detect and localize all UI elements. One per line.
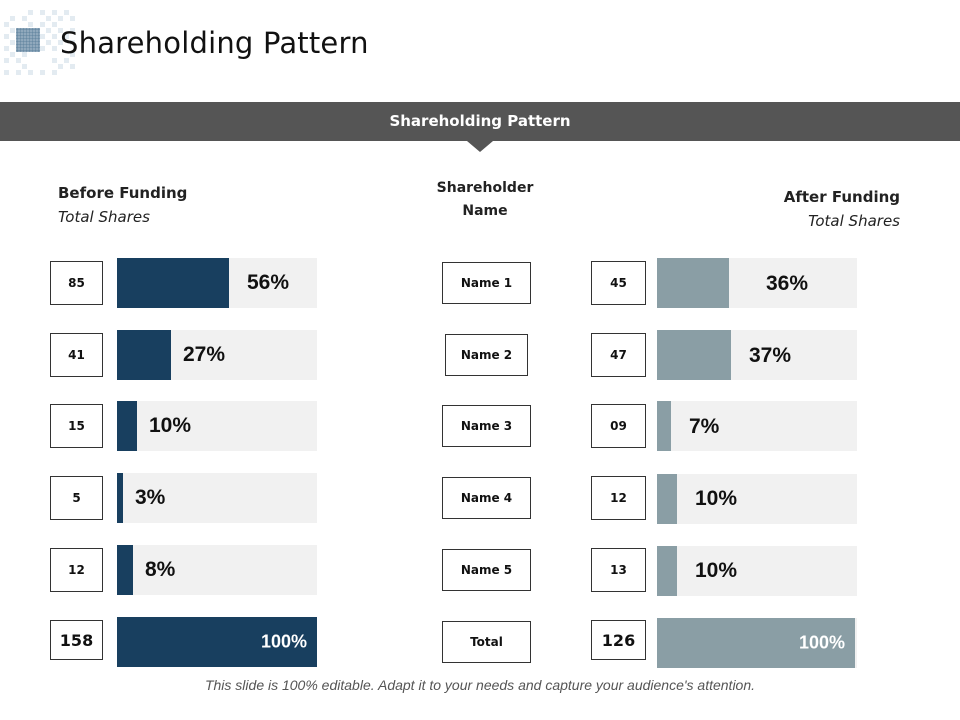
decorative-dot: [40, 46, 45, 51]
decorative-dot: [4, 58, 9, 63]
before-percent-label: 56%: [247, 271, 289, 295]
after-bar: [657, 258, 729, 308]
before-shares-box: 15: [50, 404, 103, 448]
after-percent-label: 7%: [689, 415, 719, 439]
before-percent-label: 8%: [145, 558, 175, 582]
footer-note: This slide is 100% editable. Adapt it to…: [0, 677, 960, 693]
shareholder-name-heading: Shareholder Name: [418, 177, 552, 223]
before-percent-label: 27%: [183, 343, 225, 367]
before-percent-label: 100%: [261, 632, 307, 653]
after-total-shares-label: Total Shares: [808, 212, 900, 230]
before-shares-box: 5: [50, 476, 103, 520]
decorative-dot: [52, 22, 57, 27]
shareholder-name-box: Name 2: [445, 334, 528, 376]
before-bar-track: [117, 401, 317, 451]
decorative-dot: [4, 34, 9, 39]
decorative-dot: [46, 28, 51, 33]
decorative-dot: [70, 16, 75, 21]
after-bar-track: [657, 401, 857, 451]
before-bar: [117, 473, 123, 523]
section-banner: Shareholding Pattern: [0, 102, 960, 141]
after-percent-label: 10%: [695, 487, 737, 511]
before-funding-heading: Before Funding: [58, 184, 187, 202]
after-shares-box: 09: [591, 404, 646, 448]
decorative-dot: [4, 46, 9, 51]
after-shares-box: 12: [591, 476, 646, 520]
decorative-dot: [58, 16, 63, 21]
decorative-dot: [40, 22, 45, 27]
before-percent-label: 3%: [135, 486, 165, 510]
decorative-dot: [16, 58, 21, 63]
after-bar-track: [657, 546, 857, 596]
decorative-dot: [28, 10, 33, 15]
decorative-dot: [28, 70, 33, 75]
decorative-dot: [22, 64, 27, 69]
decorative-dot: [46, 16, 51, 21]
decorative-dot: [22, 16, 27, 21]
decorative-dot: [10, 40, 15, 45]
after-percent-label: 10%: [695, 559, 737, 583]
decorative-dot: [4, 22, 9, 27]
before-shares-box: 12: [50, 548, 103, 592]
decorative-dot: [10, 28, 15, 33]
page-title: Shareholding Pattern: [60, 26, 369, 60]
shareholder-name-box: Name 3: [442, 405, 531, 447]
before-percent-label: 10%: [149, 414, 191, 438]
before-bar: [117, 545, 133, 595]
before-shares-box: 85: [50, 261, 103, 305]
shareholder-name-box: Name 1: [442, 262, 531, 304]
after-percent-label: 100%: [799, 633, 845, 654]
decorative-dot: [58, 64, 63, 69]
before-total-shares-label: Total Shares: [58, 208, 150, 226]
decorative-dot: [40, 10, 45, 15]
after-funding-heading: After Funding: [784, 188, 900, 206]
after-bar-track: [657, 258, 857, 308]
decorative-square: [16, 28, 40, 52]
after-bar-track: [657, 474, 857, 524]
shareholder-name-box: Total: [442, 621, 531, 663]
shareholder-name-box: Name 4: [442, 477, 531, 519]
shareholder-name-box: Name 5: [442, 549, 531, 591]
after-percent-label: 36%: [766, 272, 808, 296]
before-shares-box: 41: [50, 333, 103, 377]
decorative-dot: [64, 10, 69, 15]
decorative-dot: [28, 22, 33, 27]
after-bar: [657, 546, 677, 596]
decorative-dot: [10, 52, 15, 57]
before-bar: [117, 401, 137, 451]
banner-pointer: [467, 141, 493, 152]
decorative-dot: [52, 10, 57, 15]
before-bar: [117, 258, 229, 308]
decorative-dot: [52, 70, 57, 75]
after-percent-label: 37%: [749, 344, 791, 368]
after-bar: [657, 474, 677, 524]
decorative-dot: [70, 64, 75, 69]
decorative-dot: [52, 58, 57, 63]
after-shares-box: 126: [591, 620, 646, 660]
decorative-dot: [4, 70, 9, 75]
decorative-dot: [52, 34, 57, 39]
decorative-dot: [46, 40, 51, 45]
after-shares-box: 45: [591, 261, 646, 305]
shareholder-heading-line1: Shareholder: [418, 177, 552, 200]
decorative-dot: [10, 16, 15, 21]
decorative-dot: [52, 46, 57, 51]
after-bar: [657, 401, 671, 451]
after-shares-box: 13: [591, 548, 646, 592]
after-shares-box: 47: [591, 333, 646, 377]
after-bar: [657, 330, 731, 380]
decorative-dot: [16, 70, 21, 75]
decorative-dot: [22, 52, 27, 57]
before-bar: [117, 330, 171, 380]
decorative-dot: [40, 70, 45, 75]
before-shares-box: 158: [50, 620, 103, 660]
shareholder-heading-line2: Name: [418, 200, 552, 223]
decorative-dot: [40, 34, 45, 39]
